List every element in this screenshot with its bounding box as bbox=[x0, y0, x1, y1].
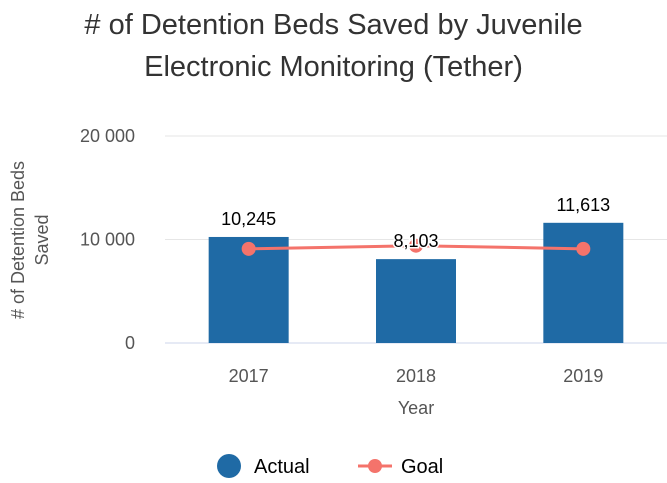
chart-title-line-1: # of Detention Beds Saved by Juvenile bbox=[84, 9, 583, 41]
x-tick-label: 2018 bbox=[396, 366, 436, 386]
bar-data-label: 11,613 bbox=[556, 195, 610, 215]
legend-goal-marker bbox=[368, 459, 382, 473]
y-axis-title-line: # of Detention Beds bbox=[8, 161, 28, 319]
goal-point-2017 bbox=[241, 241, 256, 256]
y-tick-label: 0 bbox=[125, 333, 135, 353]
x-axis-title: Year bbox=[398, 398, 434, 418]
y-tick-label: 20 000 bbox=[80, 126, 135, 146]
bar-2018 bbox=[376, 259, 456, 343]
y-axis-title-line: Saved bbox=[32, 214, 52, 265]
goal-point-2019 bbox=[576, 241, 591, 256]
legend-goal-label: Goal bbox=[401, 456, 443, 478]
x-tick-label: 2019 bbox=[563, 366, 603, 386]
y-axis-title: # of Detention Beds Saved bbox=[8, 161, 52, 319]
chart-title-line-2: Electronic Monitoring (Tether) bbox=[144, 51, 523, 83]
goal-point-2018 bbox=[409, 238, 423, 253]
bar-data-label: 8,103 bbox=[393, 231, 438, 251]
y-tick-label: 10 000 bbox=[80, 230, 135, 250]
chart-title: # of Detention Beds Saved by Juvenile El… bbox=[0, 4, 667, 88]
legend-actual-label: Actual bbox=[254, 456, 310, 478]
bar-data-label: 10,245 bbox=[221, 209, 276, 229]
bar-2019 bbox=[543, 222, 624, 343]
legend-actual-marker bbox=[217, 454, 241, 478]
x-tick-label: 2017 bbox=[229, 366, 269, 386]
